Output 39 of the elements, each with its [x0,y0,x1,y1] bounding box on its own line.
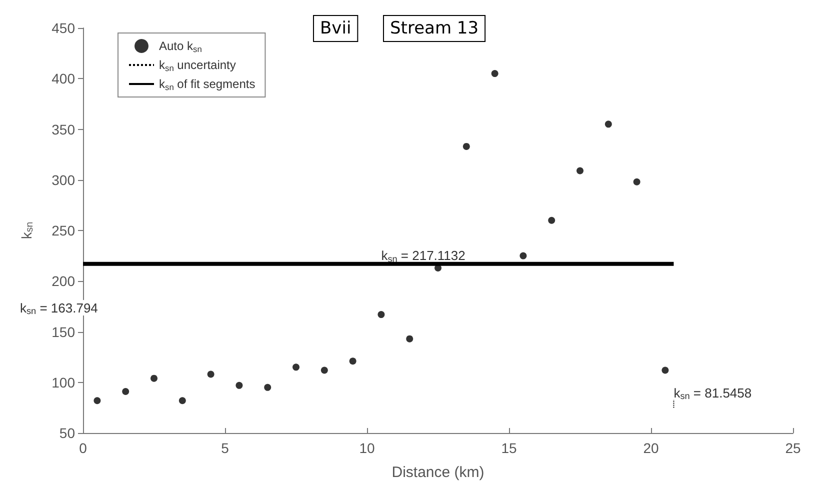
point [207,370,214,378]
point [349,358,356,365]
point [122,388,130,395]
y-tick-label: 200 [52,273,76,290]
x-tick-label: 25 [785,440,801,456]
point [548,216,556,224]
point [406,335,414,342]
x-tick-label: 0 [79,440,88,456]
y-tick-label: 100 [52,374,76,390]
point [462,142,470,150]
x-axis-title: Distance (km) [392,464,484,481]
y-axis-title: ksn [18,222,36,240]
y-tick-label: 250 [52,222,76,238]
point [292,364,300,371]
point [491,70,498,78]
point [236,382,243,389]
x-tick-label: 20 [643,440,659,456]
point [662,366,669,374]
point [150,374,158,382]
point [94,397,101,404]
x-tick-label: 10 [359,440,375,456]
annotation: Bvii [320,18,352,38]
x-tick-label: 5 [221,440,230,456]
y-tick-label: 50 [59,425,76,441]
y-tick-label: 450 [52,20,76,36]
point [576,167,584,174]
x-tick-label: 15 [501,440,517,456]
y-tick-label: 350 [52,121,76,138]
point [633,178,640,186]
y-tick-label: 400 [52,70,76,87]
y-tick-label: 150 [52,324,76,340]
point [604,120,612,128]
annotation: Stream 13 [390,18,479,38]
point [378,311,385,318]
point [264,384,272,391]
point [178,397,186,404]
point [320,366,328,374]
y-tick-label: 300 [52,172,76,188]
point [520,252,527,260]
